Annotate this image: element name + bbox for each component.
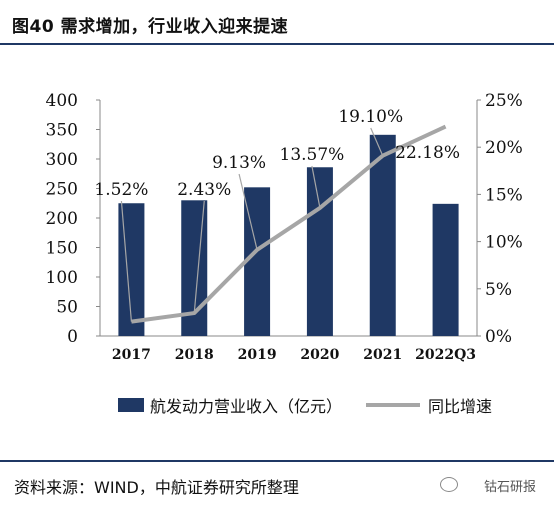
- bar: [369, 134, 396, 336]
- source-note: 资料来源：WIND，中航证券研究所整理: [14, 478, 299, 497]
- y-right-tick-label: 10%: [485, 233, 523, 253]
- data-label-leader: [193, 200, 205, 314]
- line-data-label: 22.18%: [395, 143, 460, 163]
- y-left-tick-label: 300: [46, 150, 78, 170]
- title-divider: [0, 43, 554, 45]
- y-left-tick-label: 0: [67, 327, 78, 347]
- data-label-leader: [120, 200, 133, 322]
- legend-line-label: 同比增速: [428, 397, 492, 416]
- legend-bar-swatch: [118, 398, 144, 412]
- y-left-tick-label: 200: [46, 209, 78, 229]
- x-tick-label: 2020: [300, 347, 339, 363]
- line-data-label: 1.52%: [94, 180, 148, 200]
- line-data-label: 2.43%: [177, 180, 231, 200]
- line-data-label: 19.10%: [338, 107, 403, 127]
- x-tick-label: 2018: [175, 347, 214, 363]
- bar: [306, 167, 333, 336]
- revenue-growth-chart: 0 50 100 150 200 250 300 350 400 0% 5% 10% 15% 20% 25%…: [46, 91, 523, 416]
- line-data-label: 13.57%: [280, 145, 345, 165]
- line-data-label: 9.13%: [212, 153, 266, 173]
- y-left-tick-label: 400: [46, 91, 78, 111]
- wechat-icon: [440, 477, 458, 492]
- y-left-tick-label: 100: [46, 268, 78, 288]
- data-label-leader: [370, 127, 384, 156]
- x-tick-label: 2017: [112, 347, 151, 363]
- bar: [432, 203, 459, 336]
- source-divider: [0, 460, 554, 462]
- y-right-tick-label: 15%: [485, 185, 523, 205]
- y-right-tick-label: 0%: [485, 327, 512, 347]
- data-label-leader: [311, 165, 321, 209]
- data-label-leader: [238, 173, 258, 250]
- x-tick-label: 2019: [238, 347, 277, 363]
- y-right-tick-label: 20%: [485, 138, 523, 158]
- y-left-tick-label: 150: [46, 239, 78, 259]
- growth-line: [131, 124, 447, 324]
- x-tick-label: 2021: [363, 347, 402, 363]
- y-left-tick-label: 250: [46, 180, 78, 200]
- y-left-tick-label: 50: [56, 298, 78, 318]
- y-right-tick-label: 25%: [485, 91, 523, 111]
- bar: [118, 203, 145, 336]
- watermark: 钴石研报: [483, 480, 536, 495]
- y-right-tick-label: 5%: [485, 280, 512, 300]
- figure-title: 图40 需求增加，行业收入迎来提速: [12, 17, 289, 37]
- legend-bar-label: 航发动力营业收入（亿元）: [150, 397, 342, 416]
- y-left-tick-label: 350: [46, 121, 78, 141]
- x-tick-label: 2022Q3: [415, 347, 476, 363]
